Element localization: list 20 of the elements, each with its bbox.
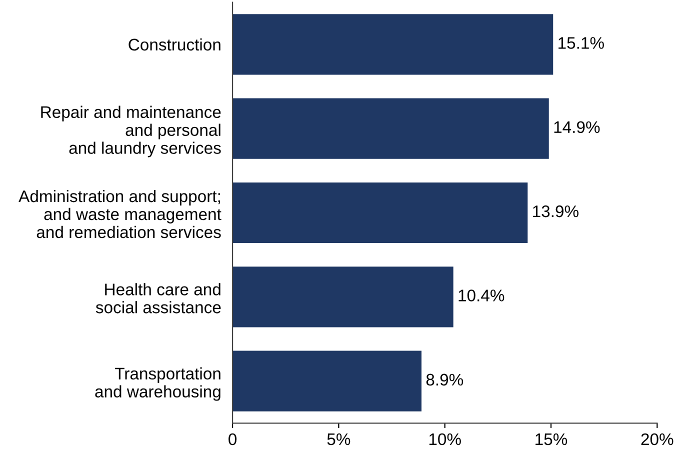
bar — [232, 266, 454, 328]
y-tick-label: Transportation and warehousing — [95, 367, 220, 401]
x-tick-label: 20% — [641, 433, 674, 446]
data-label: 14.9% — [554, 121, 600, 134]
bar — [232, 98, 549, 159]
data-label: 8.9% — [426, 374, 464, 386]
x-tick-label: 5% — [327, 433, 350, 446]
bar — [232, 350, 422, 412]
y-tick-label: Administration and support; and waste management and remediation services — [18, 190, 222, 238]
bar — [232, 14, 554, 75]
y-tick-label: Construction — [128, 38, 220, 51]
data-label: 15.1% — [558, 37, 604, 49]
bar — [232, 182, 528, 244]
data-label: 10.4% — [458, 290, 504, 302]
x-tick-label: 0 — [228, 433, 237, 446]
y-tick-label: Health care and social assistance — [96, 283, 221, 314]
data-label: 13.9% — [533, 205, 578, 218]
x-tick-label: 10% — [429, 433, 461, 446]
y-tick-label: Repair and maintenance and personal and laundry services — [41, 106, 221, 158]
x-tick-label: 15% — [536, 433, 568, 446]
